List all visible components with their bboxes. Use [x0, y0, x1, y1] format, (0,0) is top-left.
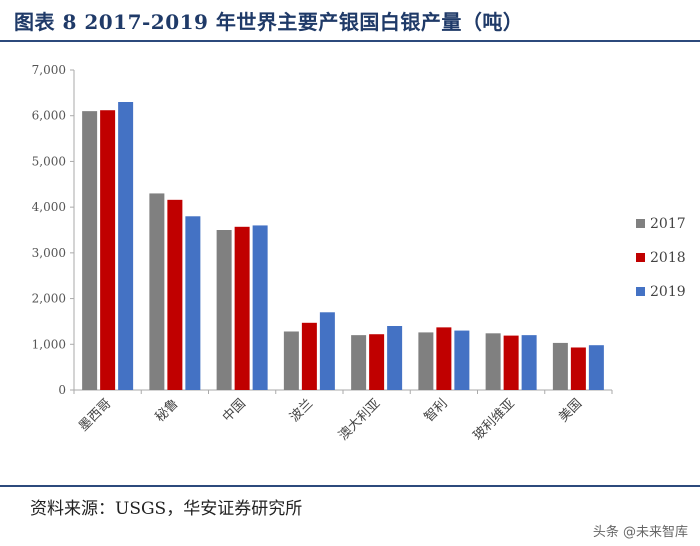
legend-label-2019: 2019 — [650, 284, 686, 300]
source-note: 资料来源：USGS，华安证券研究所 — [30, 499, 303, 519]
y-tick-label: 6,000 — [32, 109, 66, 123]
bar-2018 — [167, 199, 183, 390]
x-tick-label: 波兰 — [287, 396, 316, 425]
bottom-divider — [0, 485, 700, 487]
legend-swatch-2019 — [636, 287, 645, 296]
y-tick-label: 3,000 — [32, 246, 66, 260]
bar-2017 — [552, 342, 568, 390]
bar-2018 — [570, 347, 586, 390]
chart-bars — [82, 102, 604, 390]
bar-2017 — [418, 332, 434, 390]
bar-2019 — [118, 102, 134, 390]
y-tick-label: 0 — [58, 383, 66, 397]
x-tick-label: 中国 — [220, 396, 249, 425]
bar-2019 — [521, 335, 537, 390]
bar-2018 — [100, 110, 116, 390]
y-tick-label: 5,000 — [32, 154, 66, 168]
bar-2019 — [252, 225, 268, 390]
bar-2019 — [185, 216, 201, 390]
x-tick-label: 墨西哥 — [76, 396, 114, 434]
x-tick-label: 澳大利亚 — [335, 396, 383, 444]
chart-axes: 0 1,000 2,000 3,000 4,000 5,000 6,000 7,000 — [32, 63, 613, 397]
bar-2019 — [454, 330, 470, 390]
x-tick-label: 美国 — [556, 396, 585, 425]
x-tick-labels: 墨西哥 秘鲁 中国 波兰 澳大利亚 智利 玻利维亚 美国 — [76, 396, 585, 444]
bar-2017 — [485, 333, 501, 390]
y-tick-label: 2,000 — [32, 292, 66, 306]
bar-2018 — [503, 335, 519, 390]
watermark-text: 头条 @未来智库 — [592, 525, 688, 540]
top-divider — [0, 40, 700, 42]
legend-label-2018: 2018 — [650, 250, 686, 266]
y-tick-label: 4,000 — [32, 200, 66, 214]
bar-2017 — [216, 230, 232, 390]
bar-chart: 0 1,000 2,000 3,000 4,000 5,000 6,000 7,000 墨西哥… — [32, 63, 686, 444]
legend-swatch-2018 — [636, 253, 645, 262]
y-tick-label: 7,000 — [32, 63, 66, 77]
y-tick-label: 1,000 — [32, 337, 66, 351]
bar-2017 — [82, 111, 98, 390]
legend-label-2017: 2017 — [650, 216, 686, 232]
bar-2019 — [319, 312, 335, 390]
legend-swatch-2017 — [636, 219, 645, 228]
bar-2018 — [301, 322, 317, 390]
watermark: 头条 @未来智库 — [593, 521, 688, 540]
bar-2017 — [351, 335, 367, 390]
bar-2019 — [588, 345, 604, 390]
bar-2018 — [234, 226, 250, 390]
bar-2019 — [387, 326, 403, 390]
x-tick-label: 玻利维亚 — [471, 396, 518, 443]
chart-title: 图表 8 2017-2019 年世界主要产银国白银产量（吨） — [14, 10, 524, 34]
x-tick-label: 智利 — [422, 396, 451, 425]
bar-2018 — [436, 327, 452, 390]
bar-2017 — [283, 331, 299, 390]
chart-legend: 2017 2018 2019 — [636, 216, 686, 300]
x-tick-label: 秘鲁 — [153, 396, 182, 425]
bar-2017 — [149, 193, 165, 390]
bar-2018 — [369, 334, 385, 390]
